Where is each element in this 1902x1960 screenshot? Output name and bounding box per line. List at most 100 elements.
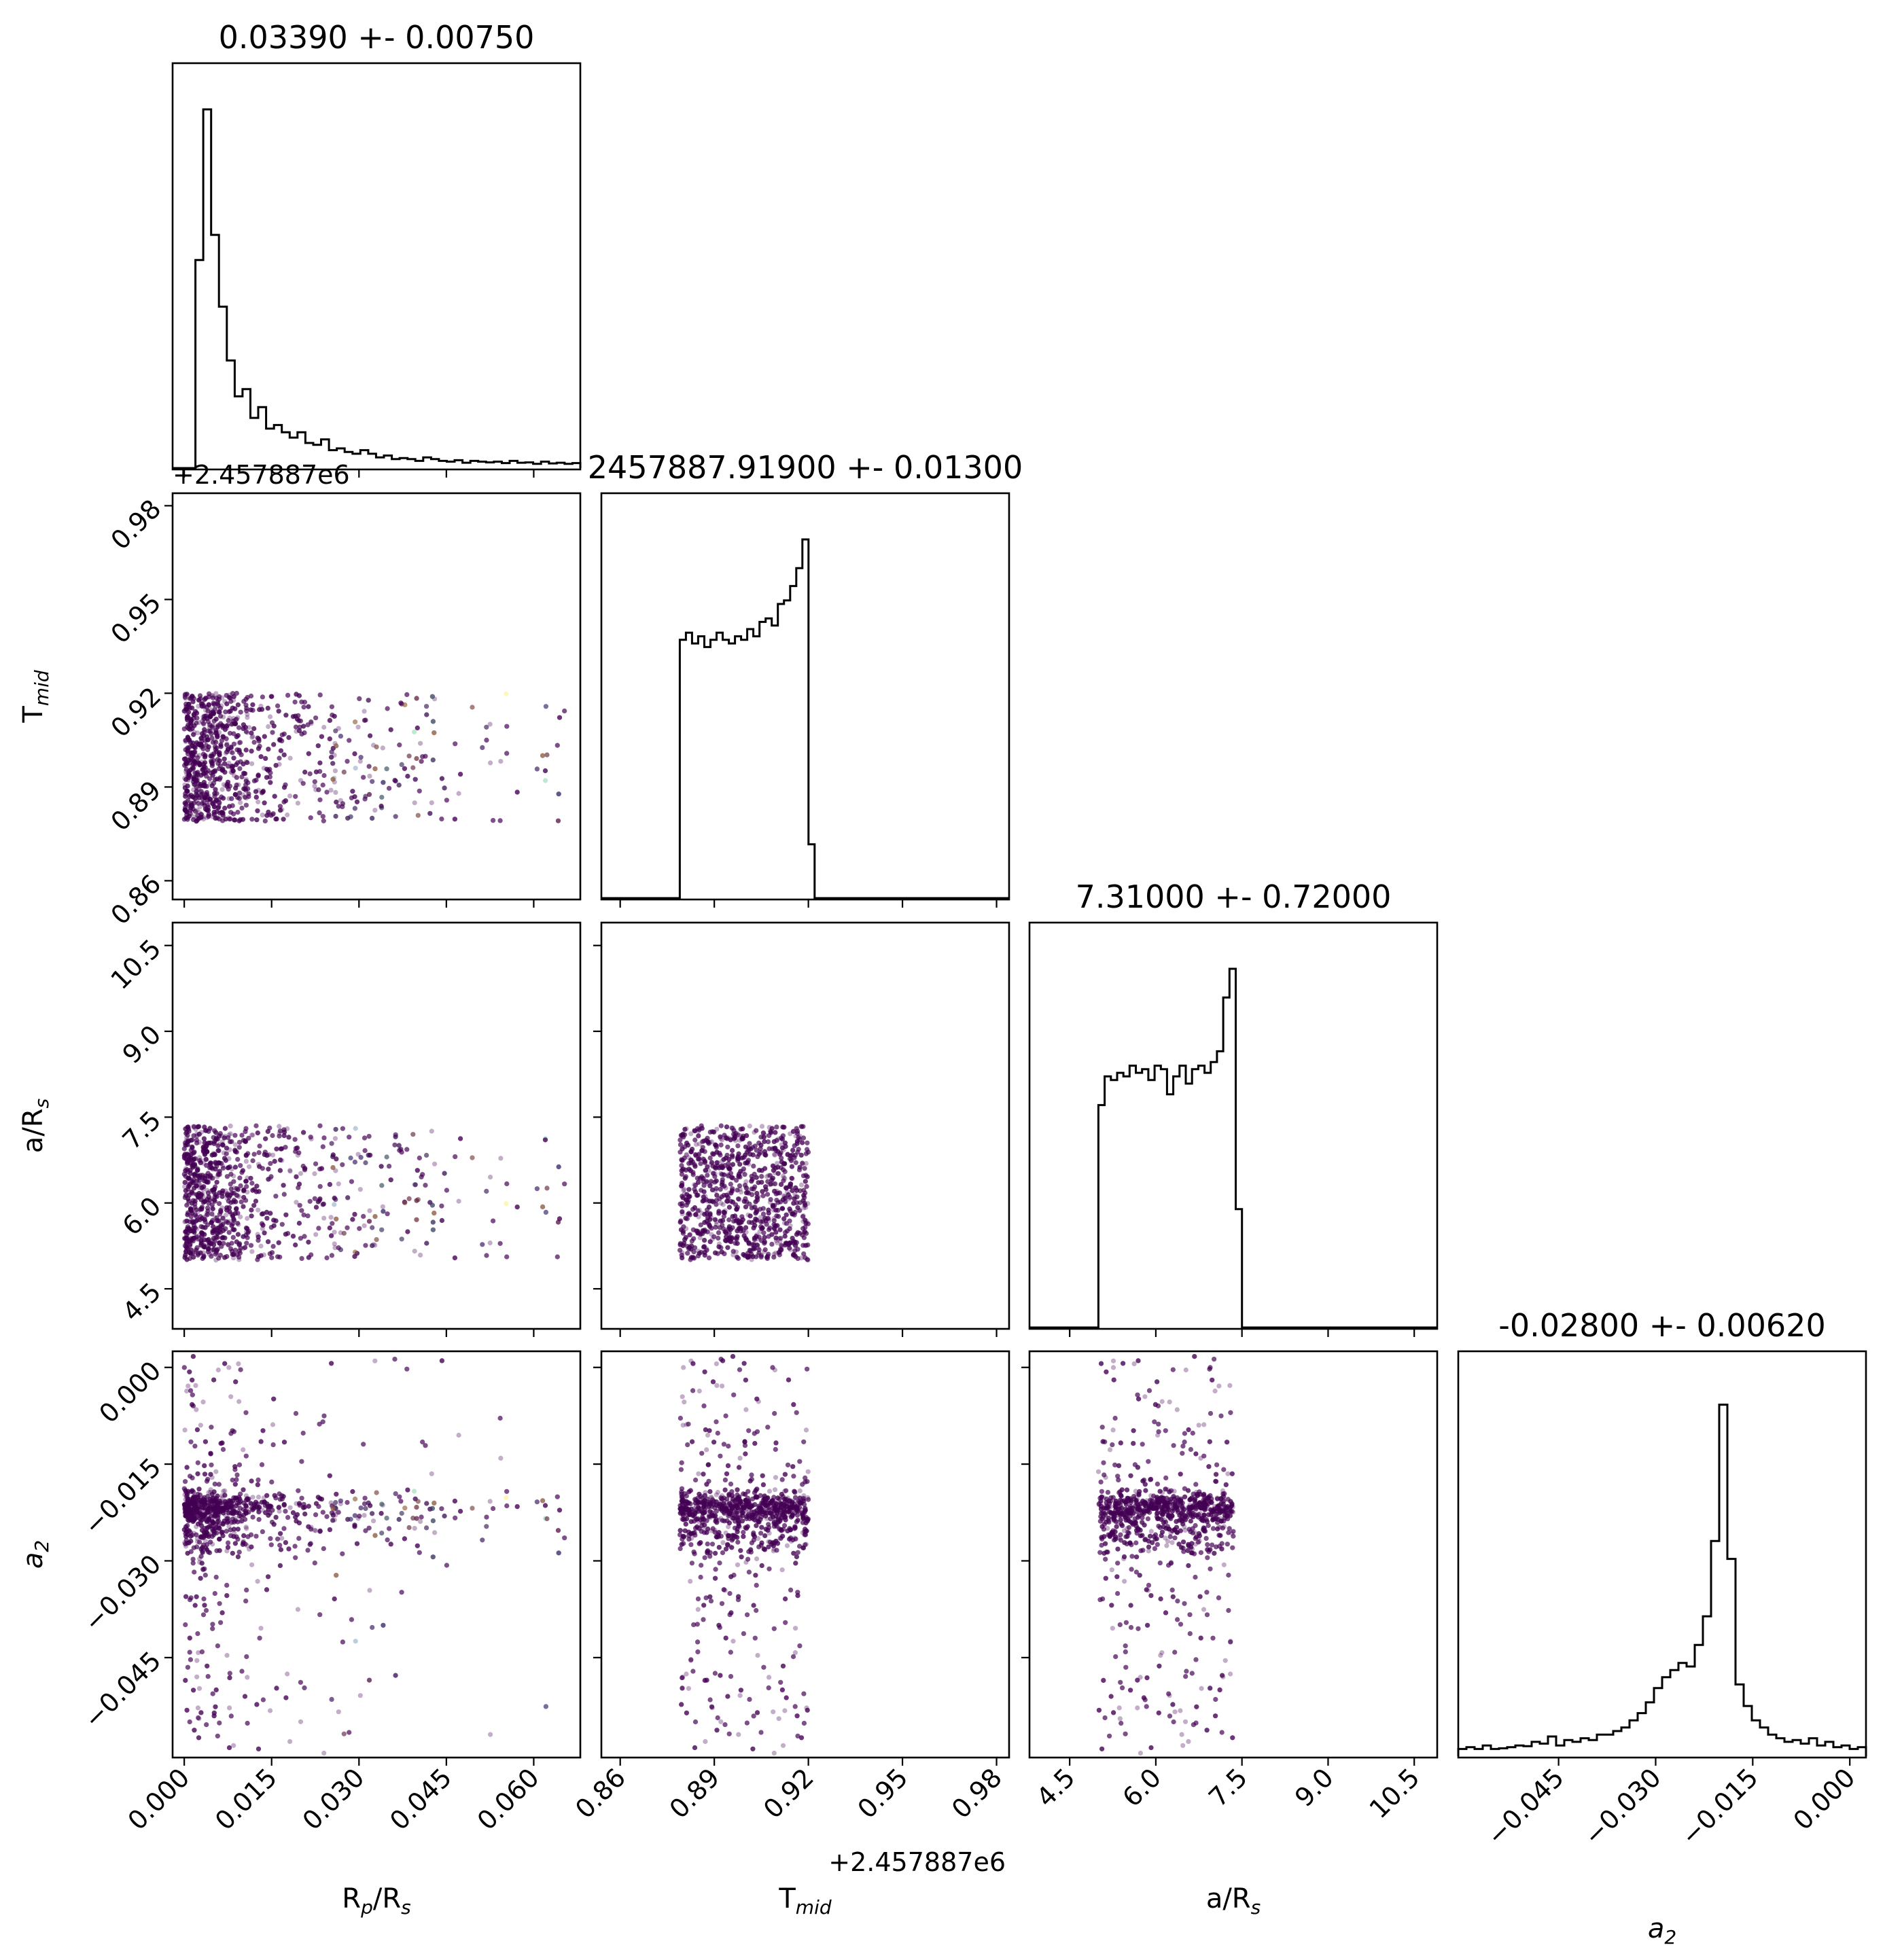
scatter-point [370, 779, 375, 784]
scatter-point [195, 786, 200, 791]
scatter-point [190, 743, 195, 749]
scatter-point [196, 781, 201, 786]
scatter-point [232, 717, 238, 723]
scatter-point [301, 1212, 306, 1217]
scatter-point [202, 803, 207, 808]
scatter-point [203, 743, 209, 748]
scatter-point [262, 734, 267, 739]
scatter-point [244, 708, 249, 713]
scatter-point [247, 725, 252, 730]
scatter-point [417, 788, 422, 794]
scatter-point [363, 1160, 368, 1166]
scatter-point [240, 817, 245, 822]
scatter-point [222, 756, 227, 762]
scatter-point [187, 696, 193, 701]
scatter-point [201, 780, 207, 785]
scatter-point [544, 752, 550, 758]
scatter-point [215, 732, 220, 737]
scatter-point [350, 789, 355, 794]
scatter-point [276, 709, 281, 714]
scatter-point [183, 769, 189, 774]
scatter-point [200, 783, 206, 789]
scatter-point [439, 816, 444, 822]
scatter-point [249, 1181, 255, 1186]
scatter-point [234, 747, 240, 753]
scatter-point [226, 815, 232, 821]
scatter-point [215, 757, 220, 762]
scatter-point [283, 782, 288, 787]
scatter-point [216, 1148, 222, 1154]
scatter-point [321, 772, 327, 779]
scatter-point [299, 1255, 304, 1261]
scatter-point [232, 706, 238, 711]
scatter-point [197, 762, 202, 767]
scatter-point [211, 1242, 217, 1247]
scatter-point [253, 789, 259, 794]
scatter-point [212, 777, 217, 782]
scatter-point [237, 1175, 243, 1181]
scatter-point [374, 744, 379, 749]
scatter-point [347, 738, 352, 743]
scatter-point [253, 1123, 259, 1128]
scatter-point [226, 747, 231, 752]
scatter-point [327, 736, 332, 742]
scatter-point [332, 753, 337, 758]
scatter-point [236, 747, 242, 753]
scatter-point [243, 794, 248, 800]
scatter-point [186, 747, 191, 753]
scatter-point [412, 777, 418, 782]
scatter-point [200, 701, 205, 707]
scatter-point [321, 1135, 327, 1141]
scatter-point [353, 719, 358, 725]
scatter-point [204, 705, 209, 710]
scatter-point [211, 710, 217, 715]
scatter-point [200, 746, 206, 751]
scatter-point [228, 745, 234, 750]
scatter-point [196, 795, 202, 800]
scatter-point [301, 705, 306, 710]
scatter-point [190, 1144, 195, 1150]
scatter-point [427, 810, 433, 816]
scatter-point [196, 760, 201, 766]
scatter-point [557, 715, 563, 720]
scatter-point [194, 789, 199, 794]
scatter-point [192, 759, 198, 764]
scatter-point [186, 701, 192, 707]
scatter-point [210, 693, 215, 698]
scatter-point [250, 702, 256, 707]
scatter-point [191, 1133, 196, 1139]
scatter-point [249, 817, 255, 822]
scatter-point [266, 812, 272, 817]
scatter-point [199, 731, 205, 736]
scatter-point [249, 1249, 255, 1254]
scatter-point [188, 716, 194, 721]
scatter-point [205, 807, 210, 813]
scatter-point [187, 772, 192, 778]
scatter-point [183, 707, 188, 712]
scatter-point [190, 766, 196, 771]
scatter-point [185, 724, 190, 730]
scatter-point [186, 737, 192, 743]
scatter-point [186, 774, 191, 779]
scatter-point [348, 814, 353, 819]
scatter-point [424, 704, 429, 709]
scatter-point [226, 709, 232, 715]
scatter-point [258, 754, 264, 760]
scatter-point [191, 711, 196, 717]
scatter-point [235, 733, 241, 738]
scatter-point [243, 725, 248, 730]
scatter-point [263, 755, 268, 761]
scatter-point [217, 810, 222, 816]
scatter-point [205, 808, 211, 813]
scatter-point [317, 1123, 323, 1128]
scatter-point [275, 703, 281, 709]
scatter-point [256, 772, 261, 778]
scatter-point [186, 813, 192, 819]
scatter-point [204, 791, 209, 798]
scatter-point [241, 786, 247, 791]
scatter-point [184, 707, 190, 712]
scatter-point [206, 814, 211, 819]
scatter-point [183, 808, 188, 813]
scatter-point [210, 801, 215, 806]
scatter-point [186, 772, 192, 777]
